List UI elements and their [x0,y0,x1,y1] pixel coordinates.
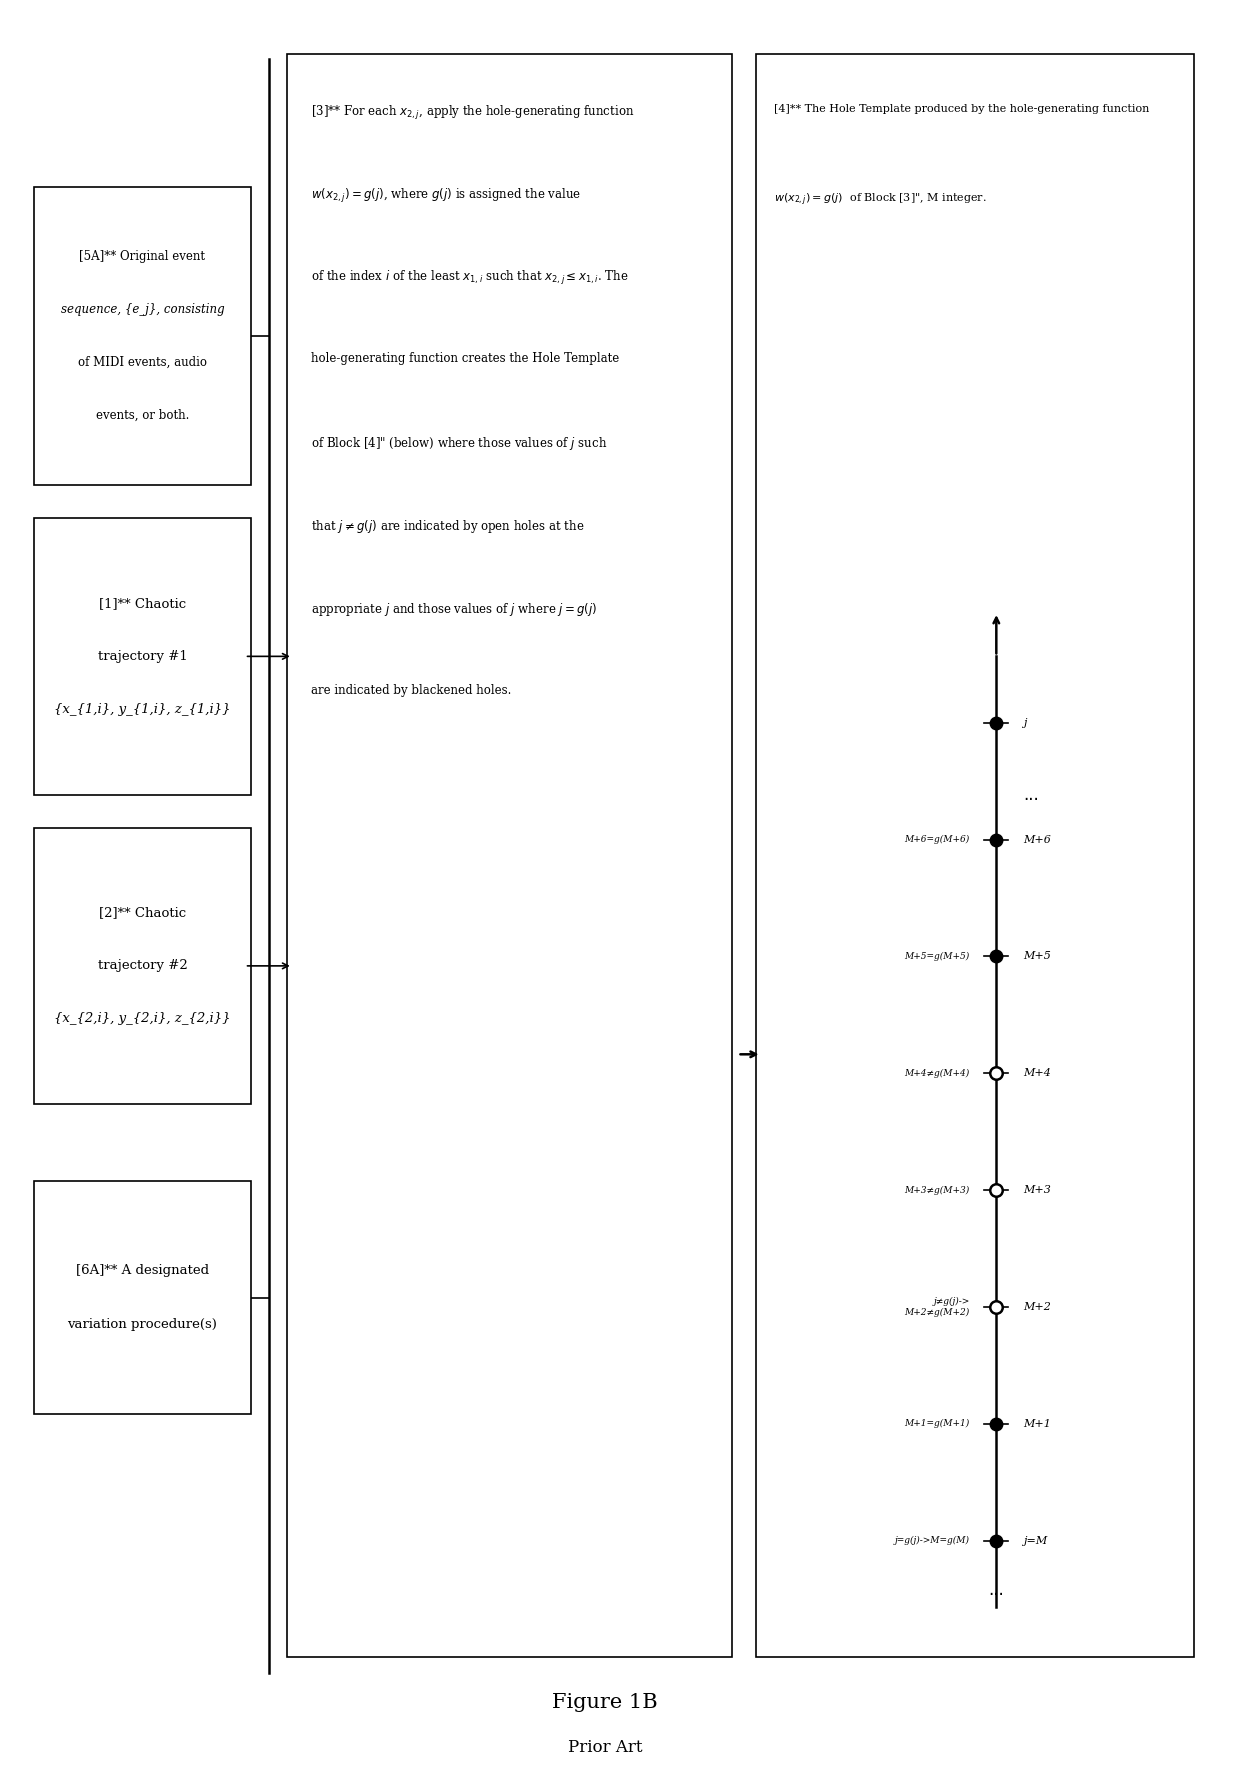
Text: that $j \neq g(j)$ are indicated by open holes at the: that $j \neq g(j)$ are indicated by open… [311,519,584,535]
Text: [4]** The Hole Template produced by the hole-generating function: [4]** The Hole Template produced by the … [774,103,1149,114]
Text: M+4: M+4 [1023,1068,1050,1079]
Text: are indicated by blackened holes.: are indicated by blackened holes. [311,684,511,697]
FancyBboxPatch shape [35,519,250,794]
Text: hole-generating function creates the Hole Template: hole-generating function creates the Hol… [311,352,619,366]
FancyBboxPatch shape [35,1182,250,1413]
Text: $w(x_{2,j}) = g(j)$, where $g(j)$ is assigned the value: $w(x_{2,j}) = g(j)$, where $g(j)$ is ass… [311,187,580,204]
Text: j≠g(j)->
M+2≠g(M+2): j≠g(j)-> M+2≠g(M+2) [905,1297,970,1317]
Text: of MIDI events, audio: of MIDI events, audio [78,355,207,370]
Text: j=g(j)->M=g(M): j=g(j)->M=g(M) [895,1535,970,1546]
Text: [1]** Chaotic: [1]** Chaotic [99,597,186,610]
Text: sequence, {e_j}, consisting: sequence, {e_j}, consisting [61,302,224,316]
Text: {x_{2,i}, y_{2,i}, z_{2,i}}: {x_{2,i}, y_{2,i}, z_{2,i}} [55,1013,231,1025]
Text: events, or both.: events, or both. [95,409,190,421]
Text: ...: ... [1023,787,1039,805]
Text: M+1: M+1 [1023,1418,1050,1429]
Text: [3]** For each $x_{2,j}$, apply the hole-generating function: [3]** For each $x_{2,j}$, apply the hole… [311,103,634,121]
Text: [2]** Chaotic: [2]** Chaotic [99,906,186,919]
Text: [6A]** A designated: [6A]** A designated [76,1265,210,1278]
FancyBboxPatch shape [755,53,1194,1656]
Text: M+1=g(M+1): M+1=g(M+1) [905,1420,970,1429]
FancyBboxPatch shape [35,828,250,1104]
Text: M+6=g(M+6): M+6=g(M+6) [905,835,970,844]
Text: j=M: j=M [1023,1535,1047,1546]
Text: M+3: M+3 [1023,1185,1050,1196]
Text: variation procedure(s): variation procedure(s) [67,1317,217,1331]
Text: M+4≠g(M+4): M+4≠g(M+4) [905,1068,970,1079]
Text: M+6: M+6 [1023,835,1050,844]
Text: Prior Art: Prior Art [568,1740,642,1756]
Text: M+2: M+2 [1023,1303,1050,1311]
Text: j: j [1023,718,1027,729]
FancyBboxPatch shape [35,187,250,485]
Text: trajectory #2: trajectory #2 [98,960,187,972]
Text: appropriate $j$ and those values of $j$ where $j = g(j)$: appropriate $j$ and those values of $j$ … [311,601,596,618]
Text: M+5=g(M+5): M+5=g(M+5) [905,952,970,961]
Text: Figure 1B: Figure 1B [553,1693,658,1711]
Text: $w(x_{2,j}) = g(j)$  of Block [3]", M integer.: $w(x_{2,j}) = g(j)$ of Block [3]", M int… [774,192,986,208]
Text: ...: ... [988,1582,1004,1599]
Text: of the index $i$ of the least $x_{1,i}$ such that $x_{2,j} \leq x_{1,i}$. The: of the index $i$ of the least $x_{1,i}$ … [311,270,629,288]
Text: of Block [4]" (below) where those values of $j$ such: of Block [4]" (below) where those values… [311,435,608,453]
Text: M+3≠g(M+3): M+3≠g(M+3) [905,1185,970,1194]
Text: trajectory #1: trajectory #1 [98,650,187,663]
Text: {x_{1,i}, y_{1,i}, z_{1,i}}: {x_{1,i}, y_{1,i}, z_{1,i}} [55,704,231,716]
FancyBboxPatch shape [286,53,732,1656]
Text: [5A]** Original event: [5A]** Original event [79,251,206,263]
Text: M+5: M+5 [1023,951,1050,961]
